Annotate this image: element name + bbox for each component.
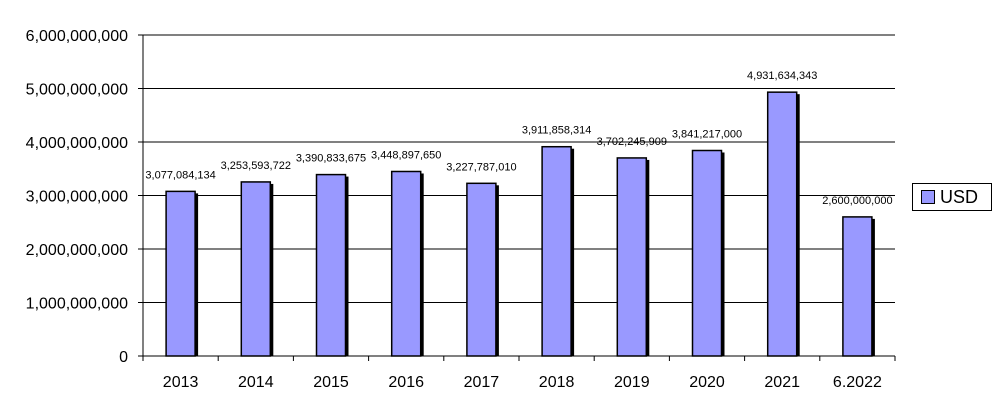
y-tick-label: 3,000,000,000 xyxy=(26,189,128,206)
x-tick-label: 2019 xyxy=(614,374,650,391)
bar-usd xyxy=(240,181,272,357)
bar-usd xyxy=(616,157,648,357)
bar-usd xyxy=(390,170,422,357)
x-tick-label: 2020 xyxy=(689,374,725,391)
legend-label-usd: USD xyxy=(940,186,979,207)
data-label: 3,227,787,010 xyxy=(446,161,516,173)
data-label: 3,448,897,650 xyxy=(371,149,441,161)
x-tick-label: 2021 xyxy=(764,374,800,391)
data-label: 3,702,245,909 xyxy=(597,136,667,148)
legend-swatch-usd xyxy=(921,190,935,204)
data-label: 3,911,858,314 xyxy=(522,125,592,137)
data-label: 3,077,084,134 xyxy=(145,169,215,181)
bar-usd xyxy=(842,216,873,357)
x-tick-label: 2015 xyxy=(313,374,349,391)
x-tick-label: 6.2022 xyxy=(833,374,882,391)
y-tick-label: 2,000,000,000 xyxy=(26,242,128,259)
x-tick-label: 2014 xyxy=(238,374,274,391)
x-tick-label: 2017 xyxy=(464,374,500,391)
legend: USD xyxy=(912,183,992,211)
data-label: 3,253,593,722 xyxy=(221,160,291,172)
x-tick-label: 2016 xyxy=(388,374,424,391)
x-tick-label: 2013 xyxy=(163,374,199,391)
y-tick-label: 1,000,000,000 xyxy=(26,296,128,313)
bar-usd xyxy=(766,91,798,357)
data-label: 3,390,833,675 xyxy=(296,153,366,165)
bar-usd xyxy=(165,190,196,357)
y-tick-label: 6,000,000,000 xyxy=(26,28,128,45)
y-tick-label: 5,000,000,000 xyxy=(26,82,128,99)
x-tick-label: 2018 xyxy=(539,374,575,391)
bar-usd xyxy=(315,173,347,357)
y-tick-label: 0 xyxy=(119,349,128,366)
bar-usd xyxy=(691,149,723,357)
bar-usd xyxy=(466,182,497,357)
data-label: 4,931,634,343 xyxy=(747,70,817,82)
bar-usd xyxy=(541,145,572,357)
y-tick-label: 4,000,000,000 xyxy=(26,135,128,152)
data-label: 3,841,217,000 xyxy=(672,128,742,140)
data-label: 2,600,000,000 xyxy=(822,195,892,207)
